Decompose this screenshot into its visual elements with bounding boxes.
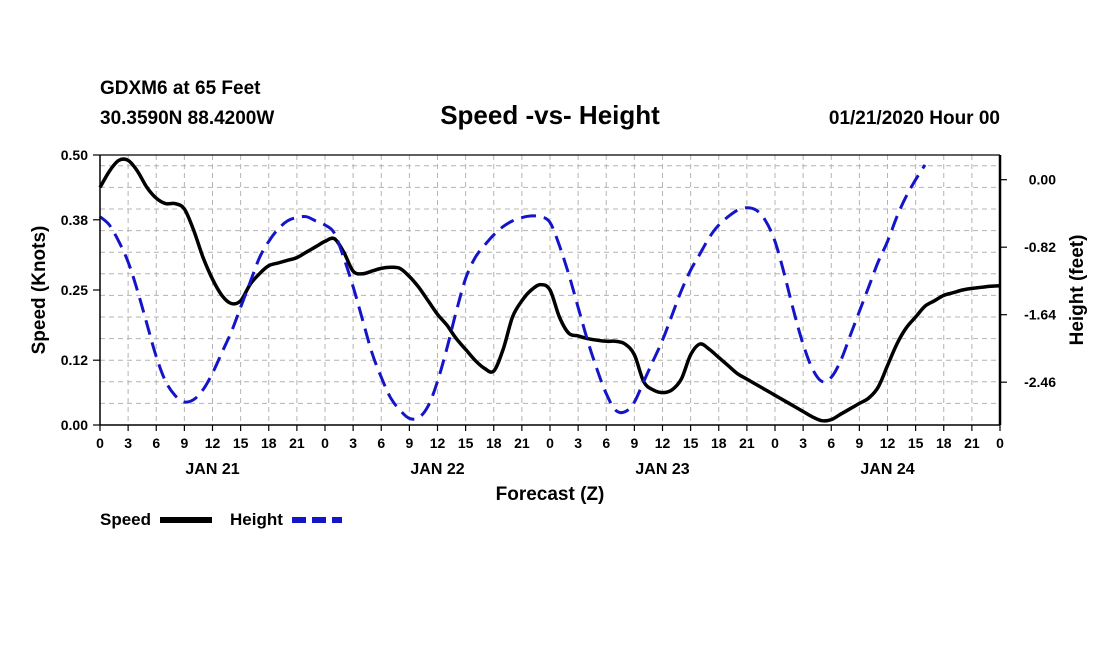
x-tick-label: 15 (458, 435, 474, 451)
y2-tick-label: -1.64 (1024, 307, 1056, 323)
x-tick-label: 21 (964, 435, 980, 451)
day-label: JAN 22 (410, 461, 464, 478)
x-tick-label: 6 (377, 435, 385, 451)
x-tick-label: 6 (827, 435, 835, 451)
day-label: JAN 21 (185, 461, 239, 478)
x-tick-label: 12 (205, 435, 221, 451)
y2-axis-ticks: 0.00 -0.82 -1.64 -2.46 (1000, 172, 1056, 390)
x-tick-label: 12 (655, 435, 671, 451)
x-tick-label: 18 (486, 435, 502, 451)
x-tick-label: 3 (574, 435, 582, 451)
legend: Speed Height (100, 510, 342, 529)
x-tick-label: 18 (936, 435, 952, 451)
x-tick-label: 21 (289, 435, 305, 451)
issue-time: 01/21/2020 Hour 00 (829, 108, 1000, 129)
x-tick-label: 6 (602, 435, 610, 451)
x-tick-label: 9 (855, 435, 863, 451)
x-tick-label: 3 (124, 435, 132, 451)
y-tick-label: 0.25 (61, 282, 88, 298)
x-tick-label: 18 (261, 435, 277, 451)
x-tick-label: 15 (908, 435, 924, 451)
y2-tick-label: 0.00 (1029, 172, 1056, 188)
y-axis-title: Speed (Knots) (29, 226, 50, 355)
x-tick-label: 3 (349, 435, 357, 451)
y2-tick-label: -0.82 (1024, 239, 1056, 255)
x-tick-label: 0 (546, 435, 554, 451)
x-tick-label: 3 (799, 435, 807, 451)
x-tick-label: 18 (711, 435, 727, 451)
x-tick-label: 21 (514, 435, 530, 451)
x-tick-label: 6 (152, 435, 160, 451)
y-tick-label: 0.38 (61, 212, 88, 228)
y2-axis-title: Height (feet) (1067, 235, 1088, 346)
x-tick-label: 0 (96, 435, 104, 451)
x-tick-label: 12 (880, 435, 896, 451)
height-series-line (99, 164, 927, 421)
day-label: JAN 24 (860, 461, 914, 478)
x-tick-label: 9 (180, 435, 188, 451)
y-tick-label: 0.50 (61, 147, 88, 163)
y2-tick-label: -2.46 (1024, 374, 1056, 390)
x-axis-ticks: 0 3 6 9 12 15 18 21 0 3 6 9 12 15 18 21 0 3 6 9 12 15 18 21 0 3 6 9… (96, 425, 1004, 478)
day-label: JAN 23 (635, 461, 689, 478)
station-coords: 30.3590N 88.4200W (100, 108, 274, 129)
x-tick-label: 9 (630, 435, 638, 451)
legend-height-label: Height (230, 510, 283, 529)
chart-title: Speed -vs- Height (440, 100, 660, 130)
x-tick-label: 12 (430, 435, 446, 451)
x-tick-label: 0 (996, 435, 1004, 451)
y-tick-label: 0.12 (61, 352, 88, 368)
legend-speed-label: Speed (100, 510, 151, 529)
y-tick-label: 0.00 (61, 417, 88, 433)
y-axis-ticks: 0.00 0.12 0.25 0.38 0.50 (61, 147, 100, 433)
x-tick-label: 9 (405, 435, 413, 451)
x-tick-label: 0 (771, 435, 779, 451)
x-axis-title: Forecast (Z) (496, 484, 605, 505)
series-layer (98, 157, 1001, 423)
x-tick-label: 0 (321, 435, 329, 451)
x-tick-label: 15 (683, 435, 699, 451)
x-tick-label: 15 (233, 435, 249, 451)
station-title: GDXM6 at 65 Feet (100, 78, 261, 99)
x-tick-label: 21 (739, 435, 755, 451)
